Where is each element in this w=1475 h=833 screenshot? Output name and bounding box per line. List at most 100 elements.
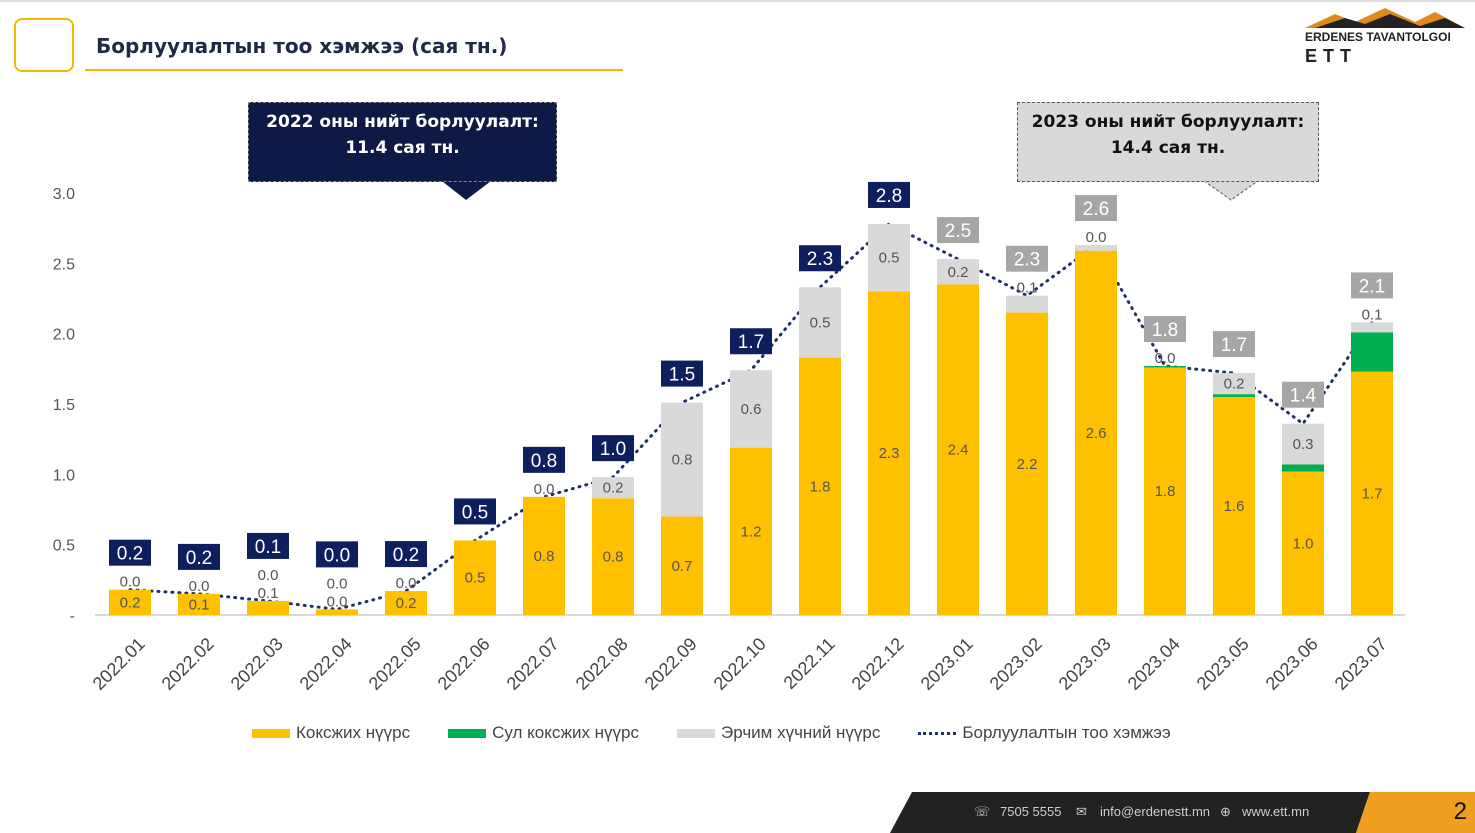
total-label-box bbox=[247, 532, 289, 559]
bar-thermal bbox=[1213, 373, 1255, 395]
data-label-thermal: 0.2 bbox=[603, 480, 624, 497]
bar-semi-soft bbox=[1282, 464, 1324, 472]
bar-coking bbox=[1351, 371, 1393, 615]
data-label-thermal: 0.0 bbox=[1155, 350, 1176, 367]
x-tick-label: 2022.07 bbox=[503, 634, 563, 694]
y-tick-label: - bbox=[70, 608, 75, 625]
bar-coking bbox=[730, 447, 772, 615]
y-tick-label: 2.5 bbox=[53, 256, 75, 273]
footer: ☏ 7505 5555 ✉ info@erdenestt.mn ⊕ www.et… bbox=[890, 792, 1475, 833]
data-label-thermal: 0.8 bbox=[672, 452, 693, 469]
bar-coking bbox=[661, 516, 703, 615]
total-label-box bbox=[316, 541, 358, 568]
total-label-box bbox=[1075, 195, 1117, 222]
total-label: 0.2 bbox=[117, 544, 143, 565]
bar-coking bbox=[1075, 250, 1117, 615]
bar-coking bbox=[1213, 396, 1255, 615]
data-label-thermal: 0.5 bbox=[810, 314, 831, 331]
bar-coking bbox=[1282, 471, 1324, 615]
bar-semi-soft bbox=[1144, 366, 1186, 368]
total-label: 0.1 bbox=[255, 537, 281, 558]
footer-web[interactable]: www.ett.mn bbox=[1242, 804, 1310, 819]
total-label-box bbox=[523, 446, 565, 473]
x-tick-label: 2023.04 bbox=[1124, 634, 1184, 694]
total-label-box bbox=[868, 181, 910, 208]
bar-thermal bbox=[1282, 423, 1324, 465]
y-tick-label: 2.0 bbox=[53, 327, 75, 344]
page-title: Борлуулалтын тоо хэмжээ (сая тн.) bbox=[96, 34, 508, 58]
data-label-coking: 1.8 bbox=[810, 478, 831, 495]
x-tick-label: 2023.05 bbox=[1193, 634, 1253, 694]
legend-thermal: Эрчим хүчний нүүрс bbox=[677, 723, 880, 743]
bar-coking bbox=[109, 589, 151, 615]
x-tick-label: 2022.02 bbox=[158, 634, 218, 694]
total-label: 1.8 bbox=[1152, 320, 1178, 341]
total-label: 0.8 bbox=[531, 451, 557, 472]
data-label-thermal: 0.1 bbox=[1017, 280, 1038, 297]
data-label-thermal: 0.0 bbox=[327, 575, 348, 592]
data-label-coking: 1.6 bbox=[1224, 498, 1245, 515]
total-label-box bbox=[1144, 316, 1186, 343]
bar-coking bbox=[1006, 312, 1048, 615]
data-label-thermal: 0.2 bbox=[1224, 376, 1245, 393]
data-label-thermal: 0.0 bbox=[1086, 229, 1107, 246]
data-label-coking: 1.8 bbox=[1155, 483, 1176, 500]
total-label: 2.3 bbox=[1014, 250, 1040, 271]
bar-coking bbox=[454, 540, 496, 615]
total-label: 2.5 bbox=[945, 221, 971, 242]
data-label-thermal: 0.1 bbox=[1362, 306, 1383, 323]
legend-semi-soft: Сул коксжих нүүрс bbox=[448, 723, 639, 743]
x-tick-label: 2022.06 bbox=[434, 634, 494, 694]
total-label: 1.5 bbox=[669, 365, 695, 386]
footer-phone: 7505 5555 bbox=[1000, 804, 1062, 819]
bar-thermal bbox=[799, 287, 841, 358]
bar-thermal bbox=[868, 223, 910, 292]
y-tick-label: 0.5 bbox=[53, 538, 75, 555]
total-label-box bbox=[1213, 331, 1255, 358]
x-tick-label: 2022.12 bbox=[848, 634, 908, 694]
mountain-logo-icon bbox=[1305, 8, 1465, 28]
page-number: 2 bbox=[1453, 798, 1467, 825]
chart-legend: Коксжих нүүрс Сул коксжих нүүрс Эрчим хү… bbox=[252, 723, 1171, 743]
data-label-thermal: 0.6 bbox=[741, 401, 762, 418]
total-label: 2.8 bbox=[876, 186, 902, 207]
data-label-coking: 0.1 bbox=[258, 585, 279, 602]
x-tick-label: 2022.05 bbox=[365, 634, 425, 694]
bar-thermal bbox=[937, 259, 979, 285]
data-label-thermal: 0.2 bbox=[948, 264, 969, 281]
bar-thermal bbox=[730, 370, 772, 448]
bar-semi-soft bbox=[1213, 394, 1255, 397]
total-label: 2.1 bbox=[1359, 276, 1385, 297]
data-label-thermal: 0.0 bbox=[534, 481, 555, 498]
x-tick-label: 2022.11 bbox=[780, 634, 839, 693]
y-tick-label: 3.0 bbox=[53, 186, 75, 203]
footer-email[interactable]: info@erdenestt.mn bbox=[1100, 804, 1211, 819]
phone-icon: ☏ bbox=[974, 804, 991, 819]
x-tick-label: 2022.08 bbox=[572, 634, 632, 694]
bar-coking bbox=[937, 284, 979, 615]
total-label: 2.6 bbox=[1083, 199, 1109, 220]
data-label-coking: 1.2 bbox=[741, 523, 762, 540]
data-label-coking: 2.6 bbox=[1086, 425, 1107, 442]
total-label: 1.0 bbox=[600, 439, 626, 460]
x-tick-label: 2023.02 bbox=[986, 634, 1046, 694]
data-label-coking: 2.3 bbox=[879, 445, 900, 462]
data-label-thermal: 0.0 bbox=[258, 567, 279, 584]
data-label-thermal: 0.5 bbox=[879, 250, 900, 267]
bar-thermal bbox=[1006, 295, 1048, 313]
bar-coking bbox=[178, 593, 220, 615]
data-label-coking: 1.7 bbox=[1362, 485, 1383, 502]
data-label-coking: 0.7 bbox=[672, 558, 693, 575]
callout-2022-total: 2022 оны нийт борлуулалт: 11.4 сая тн. bbox=[248, 102, 557, 182]
x-tick-label: 2022.09 bbox=[641, 634, 701, 694]
x-tick-label: 2023.06 bbox=[1262, 634, 1322, 694]
x-tick-label: 2022.10 bbox=[710, 634, 770, 694]
bar-coking bbox=[1144, 367, 1186, 615]
bar-semi-soft bbox=[1351, 332, 1393, 372]
mail-icon: ✉ bbox=[1076, 804, 1087, 819]
logo-sub: ETT bbox=[1305, 46, 1357, 66]
legend-coking: Коксжих нүүрс bbox=[252, 723, 410, 743]
legend-total-line: Борлуулалтын тоо хэмжээ bbox=[918, 723, 1171, 743]
total-label-box bbox=[730, 328, 772, 355]
